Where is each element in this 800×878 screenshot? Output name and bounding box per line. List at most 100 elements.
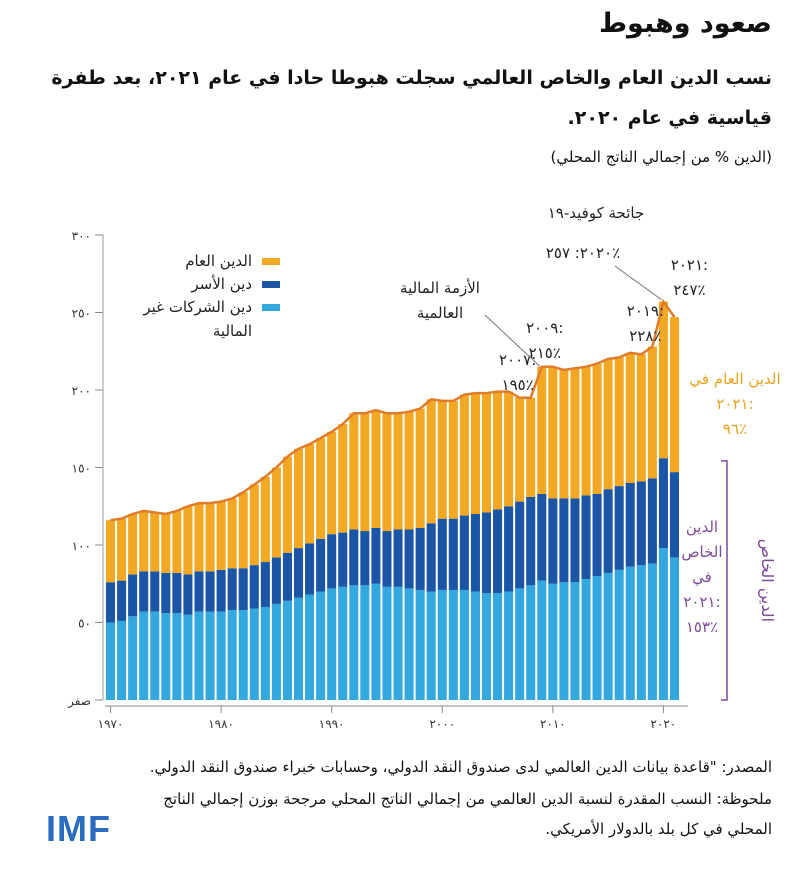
corporate-bar [249, 608, 259, 700]
corporate-bar [636, 565, 646, 700]
annotation-2007-line: ١٩٥٪ [502, 376, 534, 394]
corporate-bar [625, 566, 635, 700]
public-bar [183, 506, 193, 575]
annotation-covid-title: جائحة كوفيد-١٩ [548, 204, 645, 222]
public-bar [570, 368, 580, 499]
household-bar [581, 495, 591, 580]
household-bar [194, 571, 204, 612]
public-bar [205, 503, 215, 572]
household-bar [493, 509, 503, 594]
public-bar [404, 411, 414, 530]
corporate-bar [105, 622, 116, 700]
corporate-bar [349, 585, 359, 700]
legend-label-corporate: دين الشركات غير [142, 298, 252, 316]
legend-swatch-household [262, 281, 280, 288]
corporate-bar [614, 569, 624, 700]
y-tick-label: ٣٠٠ [72, 229, 91, 243]
household-bar [293, 548, 304, 598]
household-bar [603, 489, 613, 573]
y-tick-label: صفر [67, 694, 91, 709]
household-bar [360, 531, 370, 586]
y-tick-label: ١٥٠ [72, 462, 91, 476]
household-bar [260, 562, 270, 607]
legend-swatch-public [262, 258, 280, 265]
public-bar [437, 400, 447, 519]
public-bar [117, 518, 127, 581]
annotation-gfc-line: الأزمة المالية [400, 278, 480, 297]
corporate-bar [448, 589, 458, 700]
corporate-bar [603, 572, 613, 700]
y-tick-label: ٢٥٠ [72, 307, 91, 321]
household-bar [515, 501, 525, 589]
corporate-bar [658, 548, 668, 700]
household-bar [282, 552, 292, 601]
public-debt-2021-label: الدين العام في ٢٠٢١: ٩٦٪ [689, 370, 780, 438]
public-bar [371, 410, 381, 528]
corporate-bar [316, 591, 326, 700]
public-bar [493, 391, 503, 510]
public-debt-2021-label-line: الدين العام في [689, 370, 780, 389]
public-bar [548, 366, 558, 499]
public-bar [194, 503, 204, 572]
household-bar [139, 571, 149, 612]
corporate-bar [570, 582, 580, 700]
public-bar [537, 366, 547, 494]
corporate-bar [470, 591, 480, 700]
x-tick-label: ١٩٧٠ [98, 717, 124, 731]
corporate-bar [172, 613, 182, 700]
private-debt-2021-label-line: الدين [686, 518, 718, 536]
household-bar [216, 569, 226, 612]
corporate-bar [481, 593, 492, 700]
household-bar [614, 486, 624, 570]
corporate-bar [293, 597, 304, 700]
corporate-bar [459, 589, 469, 700]
x-tick-label: ٢٠٢٠ [651, 717, 677, 731]
corporate-bar [493, 593, 503, 700]
corporate-bar [205, 611, 215, 700]
public-bar [559, 369, 569, 499]
private-debt-vertical-label: الدين الخاص [757, 539, 777, 622]
public-bar [338, 424, 348, 533]
corporate-bar [150, 611, 160, 700]
corporate-bar [305, 594, 315, 700]
public-bar [105, 520, 116, 583]
y-tick-label: ١٠٠ [72, 539, 91, 553]
public-bar [448, 400, 458, 519]
household-bar [459, 515, 469, 590]
bars-group [105, 301, 680, 700]
public-bar [426, 399, 436, 524]
source-note: المصدر: "قاعدة بيانات الدين العالمي لدى … [149, 758, 772, 776]
corporate-bar [415, 589, 425, 700]
annotations: ٢٠٠٧: ١٩٥٪ ٢٠٠٩: ٢١٥٪ ٢٠١٩: ٢٢٨٪ ٢٠٢١: ٢٤٧٪ الأز… [400, 204, 781, 701]
legend: الدين العام دين الأسر دين الشركات غير المال… [142, 252, 280, 340]
corporate-bar [426, 591, 436, 700]
household-bar [426, 523, 436, 592]
corporate-bar [128, 616, 138, 700]
corporate-bar [117, 620, 127, 700]
household-bar [647, 478, 657, 564]
household-bar [316, 538, 326, 592]
household-bar [526, 496, 536, 586]
corporate-bar [282, 600, 292, 700]
public-bar [459, 394, 469, 516]
public-bar [636, 354, 646, 482]
household-bar [393, 529, 403, 587]
household-bar [537, 493, 547, 581]
public-bar [305, 444, 315, 544]
public-bar [216, 501, 226, 570]
household-bar [161, 572, 171, 614]
public-bar [293, 448, 304, 549]
imf-logo: IMF [46, 808, 111, 849]
units-label: (الدين % من إجمالي الناتج المحلي) [550, 148, 772, 166]
gfc-leader-line [484, 314, 541, 367]
private-debt-bracket [721, 460, 728, 701]
public-bar [669, 317, 680, 473]
corporate-bar [338, 586, 348, 700]
annotation-covid-value: ٢٠٢٠: ٢٥٧٪ [546, 244, 620, 262]
household-bar [636, 481, 646, 566]
corporate-bar [194, 611, 204, 700]
household-bar [437, 518, 447, 590]
annotation-2009-line: ٢٠٠٩: [526, 319, 563, 337]
legend-label-corporate-2: المالية [213, 322, 252, 340]
corporate-bar [360, 585, 370, 700]
